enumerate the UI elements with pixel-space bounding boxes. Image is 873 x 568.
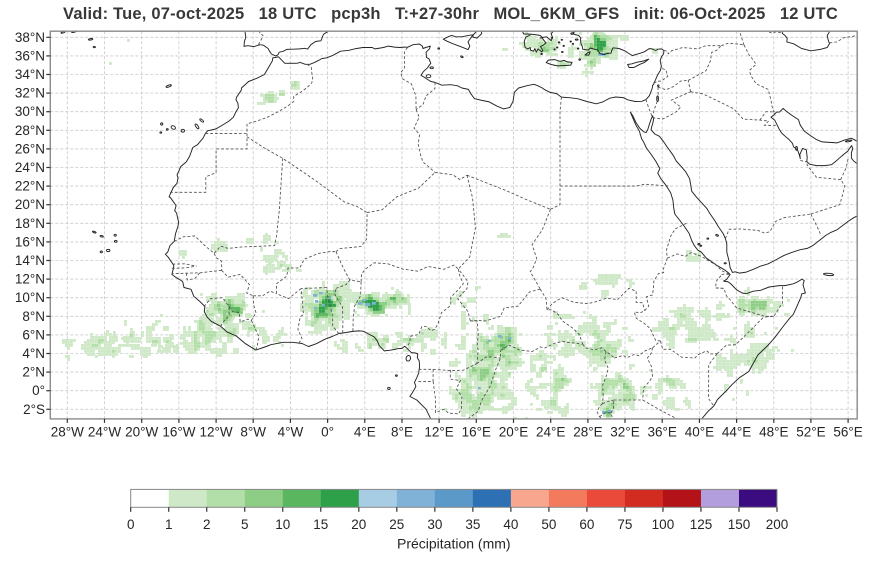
svg-text:8°E: 8°E <box>391 425 413 440</box>
svg-text:6°N: 6°N <box>22 327 45 342</box>
svg-text:16°N: 16°N <box>15 234 45 249</box>
svg-text:16°W: 16°W <box>162 425 195 440</box>
svg-text:1: 1 <box>165 517 173 532</box>
svg-text:15: 15 <box>313 517 328 532</box>
svg-text:2°N: 2°N <box>22 365 45 380</box>
svg-text:44°E: 44°E <box>722 425 751 440</box>
svg-text:0: 0 <box>127 517 135 532</box>
svg-text:20°W: 20°W <box>125 425 158 440</box>
svg-text:12°N: 12°N <box>15 272 45 287</box>
svg-text:5: 5 <box>241 517 249 532</box>
svg-text:60: 60 <box>579 517 594 532</box>
svg-text:100: 100 <box>652 517 675 532</box>
svg-text:38°N: 38°N <box>15 30 45 45</box>
svg-text:0°: 0° <box>321 425 334 440</box>
svg-text:48°E: 48°E <box>759 425 788 440</box>
svg-text:10: 10 <box>275 517 290 532</box>
svg-text:50: 50 <box>541 517 556 532</box>
svg-text:32°E: 32°E <box>610 425 639 440</box>
svg-text:22°N: 22°N <box>15 179 45 194</box>
svg-text:36°N: 36°N <box>15 48 45 63</box>
svg-text:30: 30 <box>427 517 442 532</box>
svg-text:24°W: 24°W <box>88 425 121 440</box>
svg-text:Précipitation (mm): Précipitation (mm) <box>397 536 511 552</box>
svg-text:28°E: 28°E <box>573 425 602 440</box>
svg-text:8°W: 8°W <box>240 425 266 440</box>
svg-text:4°E: 4°E <box>354 425 376 440</box>
svg-text:Valid: Tue, 07-oct-2025 18 U: Valid: Tue, 07-oct-2025 18 UTC pcp3h T:+… <box>63 5 838 23</box>
svg-text:25: 25 <box>389 517 404 532</box>
svg-text:12°W: 12°W <box>200 425 233 440</box>
svg-text:52°E: 52°E <box>796 425 825 440</box>
svg-text:20°N: 20°N <box>15 197 45 212</box>
svg-text:10°N: 10°N <box>15 290 45 305</box>
svg-text:4°W: 4°W <box>278 425 304 440</box>
svg-text:24°E: 24°E <box>536 425 565 440</box>
svg-text:28°N: 28°N <box>15 123 45 138</box>
svg-text:200: 200 <box>766 517 789 532</box>
svg-text:2: 2 <box>203 517 211 532</box>
svg-text:34°N: 34°N <box>15 67 45 82</box>
svg-text:56°E: 56°E <box>833 425 862 440</box>
svg-text:75: 75 <box>617 517 632 532</box>
svg-text:40: 40 <box>503 517 518 532</box>
svg-text:32°N: 32°N <box>15 86 45 101</box>
svg-text:26°N: 26°N <box>15 141 45 156</box>
svg-text:28°W: 28°W <box>51 425 84 440</box>
svg-text:4°N: 4°N <box>22 346 45 361</box>
svg-text:16°E: 16°E <box>462 425 491 440</box>
svg-text:40°E: 40°E <box>685 425 714 440</box>
svg-text:125: 125 <box>690 517 713 532</box>
svg-text:24°N: 24°N <box>15 160 45 175</box>
svg-text:8°N: 8°N <box>22 309 45 324</box>
svg-text:2°S: 2°S <box>23 402 45 417</box>
svg-text:14°N: 14°N <box>15 253 45 268</box>
svg-text:35: 35 <box>465 517 480 532</box>
svg-text:18°N: 18°N <box>15 216 45 231</box>
svg-text:150: 150 <box>728 517 751 532</box>
svg-text:20°E: 20°E <box>499 425 528 440</box>
svg-text:20: 20 <box>351 517 366 532</box>
svg-text:12°E: 12°E <box>424 425 453 440</box>
svg-text:0°: 0° <box>32 383 45 398</box>
svg-text:30°N: 30°N <box>15 104 45 119</box>
svg-text:36°E: 36°E <box>647 425 676 440</box>
